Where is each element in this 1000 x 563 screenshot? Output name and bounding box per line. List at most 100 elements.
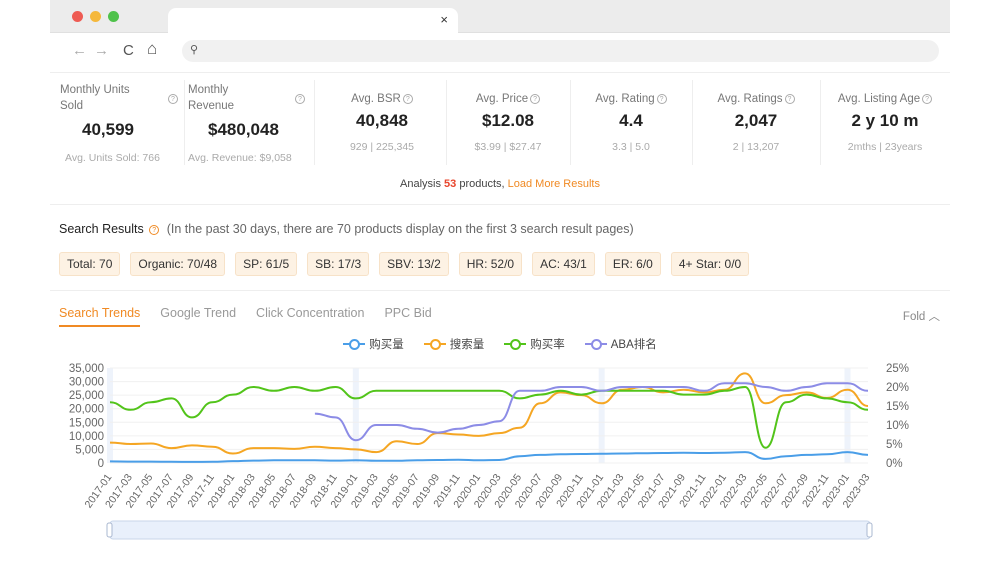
help-icon[interactable]: ?: [784, 94, 795, 104]
stat-label: Avg. Rating?: [570, 93, 692, 105]
stat-sub: 929 | 225,345: [349, 141, 415, 153]
help-icon[interactable]: ?: [656, 94, 667, 104]
search-result-chips: Total: 70 Organic: 70/48 SP: 61/5 SB: 17…: [59, 252, 750, 276]
legend-label: 搜索量: [449, 339, 485, 351]
y-right-tick-label: 20%: [886, 382, 909, 394]
stat-value: 40,848: [356, 111, 408, 130]
analysis-prefix: Analysis: [400, 178, 445, 190]
close-window-dot[interactable]: [72, 11, 83, 22]
stat-sub: 2 | 13,207: [732, 141, 780, 153]
chip-total[interactable]: Total: 70: [59, 252, 121, 276]
search-results-note: (In the past 30 days, there are 70 produ…: [166, 222, 634, 236]
divider: [820, 80, 821, 165]
chip-sb[interactable]: SB: 17/3: [307, 252, 370, 276]
y-right-tick-label: 15%: [886, 401, 909, 413]
legend-item-purchases[interactable]: 购买量: [343, 336, 404, 352]
chip-sp[interactable]: SP: 61/5: [235, 252, 298, 276]
legend-marker: [504, 339, 527, 350]
y-left-tick-label: 35,000: [69, 363, 104, 375]
y-left-tick-label: 20,000: [69, 404, 104, 416]
stat-sub: $3.99 | $27.47: [474, 141, 542, 153]
chip-organic[interactable]: Organic: 70/48: [130, 252, 226, 276]
stat-sub: Avg. Revenue: $9,058: [188, 152, 292, 164]
divider: [692, 80, 693, 165]
address-bar-area: ← → C ⌂ ⚲: [50, 33, 950, 73]
forward-arrow-icon[interactable]: →: [94, 42, 109, 59]
stat-avg-price: Avg. Price? $12.08 $3.99 | $27.47: [446, 93, 570, 153]
analysis-summary: Analysis 53 products, Load More Results: [50, 178, 950, 190]
stat-value: 2 y 10 m: [851, 111, 919, 130]
chip-hr[interactable]: HR: 52/0: [458, 252, 523, 276]
tab-google-trend[interactable]: Google Trend: [160, 306, 237, 320]
chip-sbv[interactable]: SBV: 13/2: [379, 252, 449, 276]
y-left-tick-label: 10,000: [69, 431, 104, 443]
year-band: [107, 368, 113, 463]
reload-icon[interactable]: C: [123, 42, 134, 59]
chart-legend: 购买量 搜索量 购买率 ABA排名: [50, 336, 950, 352]
series-line: [109, 385, 869, 449]
legend-label: 购买率: [530, 339, 565, 351]
help-icon[interactable]: ?: [402, 94, 413, 104]
load-more-link[interactable]: Load More Results: [507, 178, 600, 190]
help-icon[interactable]: ?: [168, 94, 178, 104]
divider: [50, 204, 950, 205]
help-icon[interactable]: ?: [530, 94, 541, 104]
legend-item-purchase-rate[interactable]: 购买率: [504, 336, 565, 352]
fold-label: Fold: [902, 311, 926, 323]
help-icon[interactable]: ?: [149, 225, 160, 235]
search-results-heading: Search Results ? (In the past 30 days, t…: [59, 222, 634, 236]
stat-label: Monthly Revenue: [188, 84, 235, 112]
stat-sub: Avg. Units Sold: 766: [65, 152, 160, 164]
home-icon[interactable]: ⌂: [147, 39, 158, 58]
stat-label: Avg. BSR?: [318, 93, 446, 105]
divider: [50, 290, 950, 291]
divider: [184, 80, 185, 165]
stat-value: 4.4: [619, 111, 643, 130]
minimize-window-dot[interactable]: [90, 11, 101, 22]
stat-avg-listing-age: Avg. Listing Age? 2 y 10 m 2mths | 23yea…: [820, 93, 950, 153]
y-right-tick-label: 25%: [886, 363, 909, 375]
legend-item-searches[interactable]: 搜索量: [423, 336, 485, 352]
analysis-middle: products,: [456, 178, 508, 190]
stat-value: 2,047: [734, 111, 778, 130]
legend-label: 购买量: [369, 339, 404, 351]
stat-label: Avg. Listing Age?: [820, 93, 950, 105]
y-left-tick-label: 0: [98, 458, 104, 470]
close-tab-icon[interactable]: ×: [440, 12, 448, 27]
stat-value: 40,599: [82, 120, 134, 139]
legend-item-aba-rank[interactable]: ABA排名: [584, 336, 657, 352]
back-arrow-icon[interactable]: ←: [72, 42, 87, 59]
year-band: [844, 368, 851, 463]
tab-click-concentration[interactable]: Click Concentration: [256, 306, 365, 320]
legend-label: ABA排名: [610, 339, 657, 351]
stat-label: Monthly Units Sold: [60, 84, 130, 112]
browser-window: × ← → C ⌂ ⚲ Monthly Units Sold ? 40,599 …: [50, 0, 950, 563]
stat-monthly-units: Monthly Units Sold ? 40,599 Avg. Units S…: [60, 82, 182, 164]
tab-search-trends[interactable]: Search Trends: [59, 306, 141, 327]
tab-ppc-bid[interactable]: PPC Bid: [384, 306, 432, 320]
stat-sub: 3.3 | 5.0: [612, 141, 650, 153]
stat-monthly-revenue: Monthly Revenue ? $480,048 Avg. Revenue:…: [188, 82, 318, 164]
stat-value: $480,048: [208, 120, 279, 139]
browser-tab[interactable]: ×: [168, 8, 458, 34]
maximize-window-dot[interactable]: [108, 11, 119, 22]
help-icon[interactable]: ?: [922, 94, 933, 104]
y-right-tick-label: 5%: [886, 439, 903, 451]
y-right-tick-label: 10%: [886, 420, 909, 432]
url-input[interactable]: ⚲: [182, 40, 939, 62]
chip-er[interactable]: ER: 6/0: [604, 252, 661, 276]
chip-4-star[interactable]: 4+ Star: 0/0: [670, 252, 750, 276]
series-line: [314, 382, 869, 442]
legend-marker: [584, 339, 607, 350]
help-icon[interactable]: ?: [295, 94, 305, 104]
zoom-slider[interactable]: [109, 520, 871, 540]
fold-toggle[interactable]: Fold ︿: [903, 308, 940, 324]
y-left-tick-label: 25,000: [69, 390, 104, 402]
stat-label: Avg. Ratings?: [692, 93, 820, 105]
zoom-slider-handle[interactable]: [866, 522, 873, 538]
chip-ac[interactable]: AC: 43/1: [532, 252, 595, 276]
y-left-tick-label: 30,000: [69, 377, 104, 389]
year-band: [598, 368, 605, 463]
title-bar: ×: [50, 0, 950, 34]
zoom-slider-handle[interactable]: [106, 522, 113, 538]
